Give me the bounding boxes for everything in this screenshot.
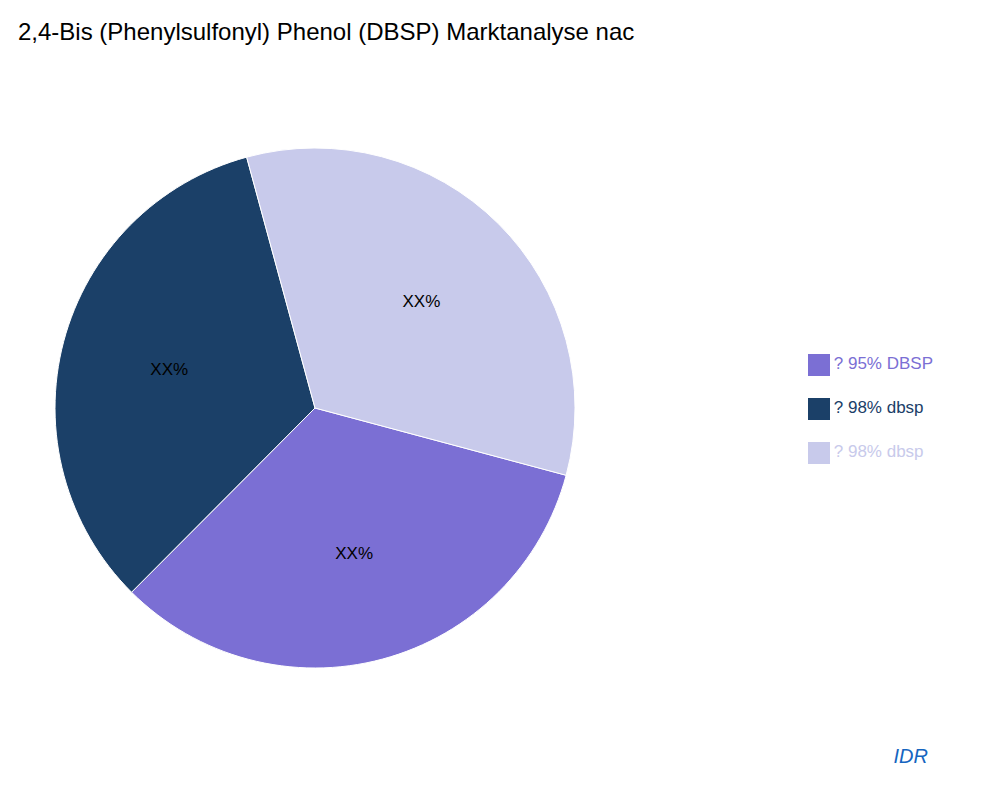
svg-text:XX%: XX% (335, 544, 373, 563)
svg-text:XX%: XX% (403, 292, 441, 311)
html-text:? 95% DBSP: ? 95% DBSP (833, 354, 933, 373)
html-text:2,4-Bis (Phenylsulfonyl) Pheno: 2,4-Bis (Phenylsulfonyl) Phenol (DBSP) M… (18, 18, 635, 45)
html-text:IDR: IDR (893, 745, 928, 767)
html-text:? 98% dbsp: ? 98% dbsp (833, 398, 924, 417)
html-text:? 98% dbsp: ? 98% dbsp (833, 442, 924, 461)
svg-text:XX%: XX% (150, 360, 188, 379)
